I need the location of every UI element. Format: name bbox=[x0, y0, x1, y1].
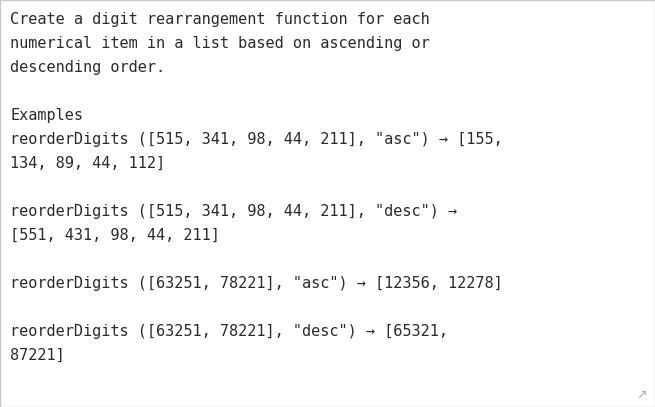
Text: ↗: ↗ bbox=[637, 389, 647, 402]
Text: descending order.: descending order. bbox=[10, 60, 165, 75]
Text: numerical item in a list based on ascending or: numerical item in a list based on ascend… bbox=[10, 36, 430, 51]
Text: 87221]: 87221] bbox=[10, 348, 65, 363]
Text: reorderDigits ([63251, 78221], "asc") → [12356, 12278]: reorderDigits ([63251, 78221], "asc") → … bbox=[10, 276, 503, 291]
Text: [551, 431, 98, 44, 211]: [551, 431, 98, 44, 211] bbox=[10, 228, 220, 243]
Text: reorderDigits ([515, 341, 98, 44, 211], "asc") → [155,: reorderDigits ([515, 341, 98, 44, 211], … bbox=[10, 132, 503, 147]
Text: 134, 89, 44, 112]: 134, 89, 44, 112] bbox=[10, 156, 165, 171]
Text: Create a digit rearrangement function for each: Create a digit rearrangement function fo… bbox=[10, 12, 430, 27]
Text: reorderDigits ([515, 341, 98, 44, 211], "desc") →: reorderDigits ([515, 341, 98, 44, 211], … bbox=[10, 204, 457, 219]
Text: Examples: Examples bbox=[10, 108, 83, 123]
Text: reorderDigits ([63251, 78221], "desc") → [65321,: reorderDigits ([63251, 78221], "desc") →… bbox=[10, 324, 448, 339]
